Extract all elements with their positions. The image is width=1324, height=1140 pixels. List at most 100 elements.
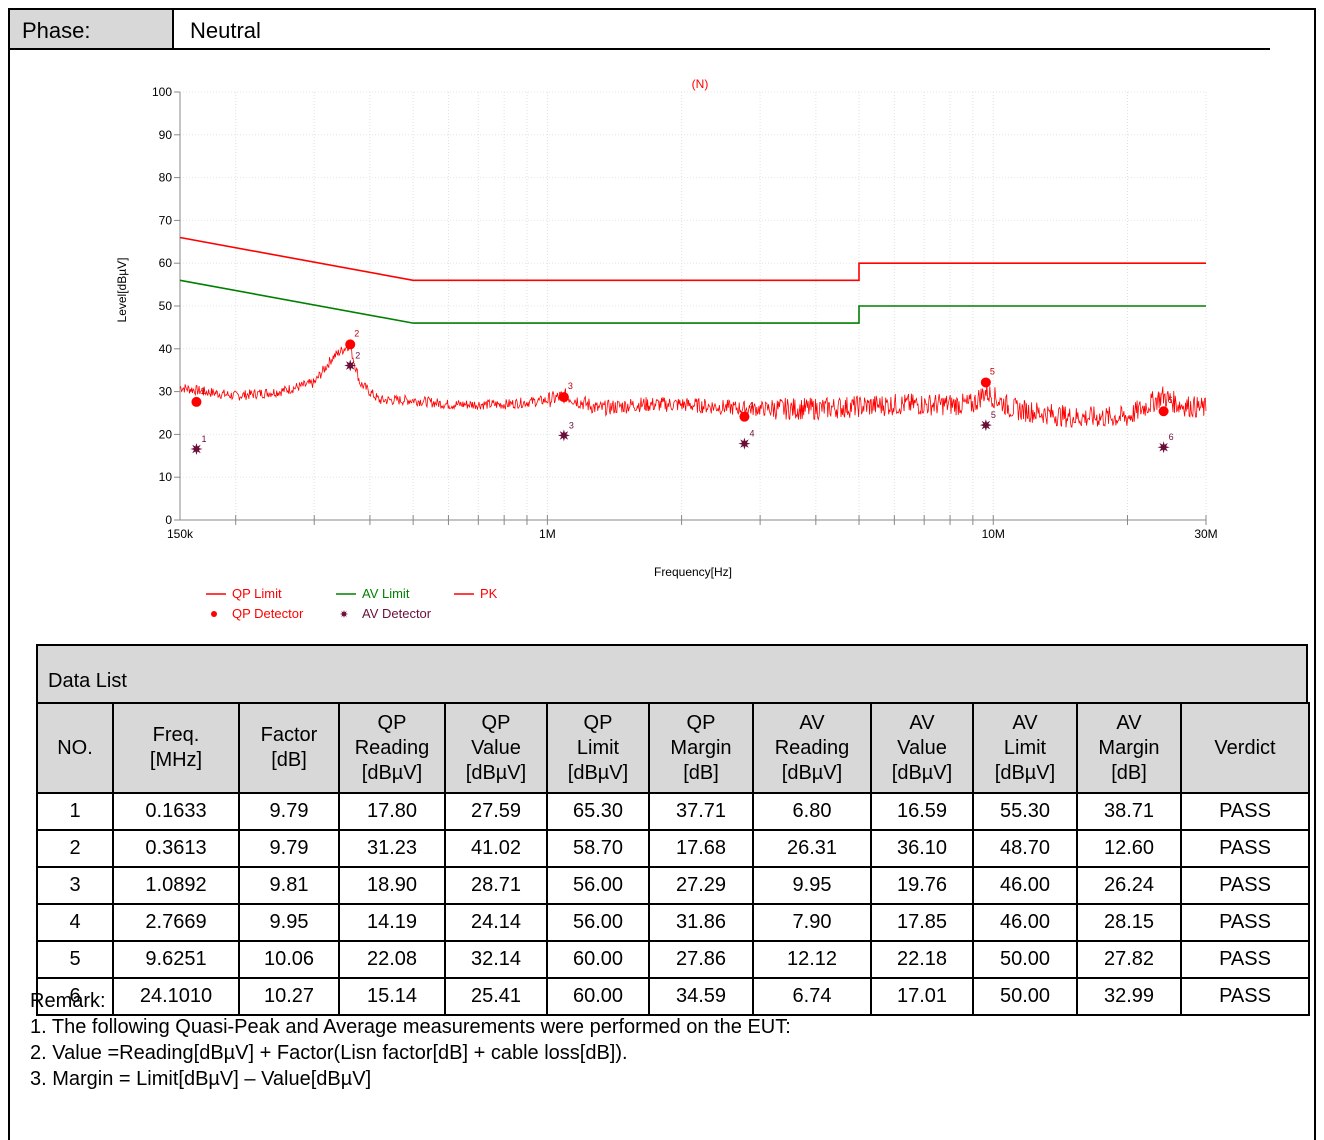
- table-cell: 12.60: [1076, 829, 1182, 868]
- table-row: 4 2.7669 9.95 14.19 24.14 56.00 31.86 7.90 17.85…: [36, 903, 1310, 942]
- legend-swatch: [340, 610, 348, 618]
- table-row: 2 0.3613 9.79 31.23 41.02 58.70 17.68 26.31 36.1…: [36, 829, 1310, 868]
- column-header: AV Margin [dB]: [1076, 702, 1182, 794]
- table-cell: 28.15: [1076, 903, 1182, 942]
- column-header-text: Reading: [774, 736, 850, 759]
- column-header-text: [dBµV]: [891, 761, 953, 784]
- pk-trace: [179, 342, 1207, 428]
- av-point-label: 4: [749, 429, 754, 439]
- y-axis-title: Level[dBµV]: [115, 258, 129, 323]
- table-cell: 17.68: [648, 829, 754, 868]
- av-detector-point: [557, 429, 570, 442]
- y-tick-label: 30: [159, 385, 173, 399]
- column-header-text: Freq.: [152, 724, 200, 746]
- column-header-text: AV: [1116, 711, 1142, 734]
- table-cell: 65.30: [546, 792, 650, 831]
- table-cell: 37.71: [648, 792, 754, 831]
- table-cell: 27.82: [1076, 940, 1182, 979]
- emission-chart: 0 10 20 30 40 50 60 70 80 90 100 150k 1M 10M 30M Freque…: [115, 77, 1218, 621]
- table-row: 3 1.0892 9.81 18.90 28.71 56.00 27.29 9.95 19.76…: [36, 866, 1310, 905]
- column-header-text: [dBµV]: [781, 761, 843, 784]
- column-header-text: AV: [799, 711, 825, 734]
- table-cell: 9.6251: [112, 940, 240, 979]
- table-cell: 9.79: [238, 792, 340, 831]
- y-tick-label: 60: [159, 256, 173, 270]
- column-header: AV Limit [dBµV]: [972, 702, 1078, 794]
- column-header: QP Reading [dBµV]: [338, 702, 446, 794]
- column-header-text: [dBµV]: [567, 761, 629, 784]
- table-row: 6 24.1010 10.27 15.14 25.41 60.00 34.59 6.74 17.…: [36, 977, 1310, 1016]
- table-cell: 48.70: [972, 829, 1078, 868]
- av-detector-point: [979, 419, 992, 432]
- data-table: NO. Freq. [MHz] Factor [dB] QP Reading [dBµV] QP…: [36, 702, 1310, 1016]
- table-cell: 31.86: [648, 903, 754, 942]
- legend-label: QP Detector: [232, 606, 304, 621]
- table-cell: 50.00: [972, 977, 1078, 1016]
- table-cell: 12.12: [752, 940, 872, 979]
- column-header: AV Reading [dBµV]: [752, 702, 872, 794]
- table-row: 1 0.1633 9.79 17.80 27.59 65.30 37.71 6.80 16.59…: [36, 792, 1310, 831]
- av-point-label: 3: [569, 420, 574, 430]
- table-cell: 24.14: [444, 903, 548, 942]
- remark-line-3: 3. Margin = Limit[dBµV] – Value[dBµV]: [30, 1068, 372, 1090]
- table-cell: PASS: [1180, 792, 1310, 831]
- table-cell: PASS: [1180, 977, 1310, 1016]
- av-limit-line: [179, 279, 1206, 324]
- remark-line-2: 2. Value =Reading[dBµV] + Factor(Lisn fa…: [30, 1042, 628, 1064]
- column-header: Factor [dB]: [238, 702, 340, 794]
- table-cell: 26.24: [1076, 866, 1182, 905]
- column-header-text: QP: [377, 711, 407, 734]
- qp-detector-point: [1158, 406, 1169, 417]
- column-header-text: QP: [686, 711, 716, 734]
- y-tick-label: 50: [159, 299, 173, 313]
- table-cell: 31.23: [338, 829, 446, 868]
- table-cell: 41.02: [444, 829, 548, 868]
- table-cell: 19.76: [870, 866, 974, 905]
- table-cell: 1.0892: [112, 866, 240, 905]
- column-header-text: Limit: [576, 736, 620, 759]
- av-point-label: 5: [991, 410, 996, 420]
- column-header-text: Value: [897, 736, 947, 759]
- x-tick-label: 10M: [982, 527, 1005, 541]
- column-header-text: [dBµV]: [994, 761, 1056, 784]
- qp-point-label: 2: [354, 328, 359, 338]
- column-header: QP Value [dBµV]: [444, 702, 548, 794]
- table-cell: 0.3613: [112, 829, 240, 868]
- column-header-text: [dB]: [1111, 761, 1147, 784]
- qp-point-label: 6: [1168, 395, 1173, 405]
- table-cell: 9.95: [752, 866, 872, 905]
- column-header-text: Factor: [260, 724, 318, 746]
- x-tick-label: 150k: [167, 527, 194, 541]
- table-row: 5 9.6251 10.06 22.08 32.14 60.00 27.86 12.12 22.…: [36, 940, 1310, 979]
- qp-detector-point: [345, 339, 356, 350]
- column-header-text: AV: [909, 711, 935, 734]
- table-cell: PASS: [1180, 940, 1310, 979]
- table-cell: 2.7669: [112, 903, 240, 942]
- remark-line-1: 1. The following Quasi-Peak and Average …: [30, 1016, 791, 1038]
- y-tick-label: 70: [159, 213, 173, 227]
- table-cell: 22.08: [338, 940, 446, 979]
- table-cell: 4: [36, 903, 114, 942]
- table-cell: 27.59: [444, 792, 548, 831]
- column-header: QP Limit [dBµV]: [546, 702, 650, 794]
- column-header-text: [dBµV]: [361, 761, 423, 784]
- table-cell: PASS: [1180, 866, 1310, 905]
- table-cell: 2: [36, 829, 114, 868]
- column-header-text: Margin: [1098, 736, 1160, 759]
- column-header: NO.: [36, 702, 114, 794]
- table-cell: 17.80: [338, 792, 446, 831]
- phase-divider-left: [10, 48, 174, 50]
- qp-detector-point: [558, 392, 569, 403]
- table-cell: 18.90: [338, 866, 446, 905]
- column-header-text: NO.: [57, 736, 93, 759]
- av-point-label: 6: [1169, 432, 1174, 442]
- qp-point-label: 1: [200, 386, 205, 396]
- x-axis-title: Frequency[Hz]: [654, 565, 732, 579]
- table-cell: 0.1633: [112, 792, 240, 831]
- table-cell: 15.14: [338, 977, 446, 1016]
- table-cell: 27.86: [648, 940, 754, 979]
- x-tick-label: 30M: [1194, 527, 1217, 541]
- av-detector-point: [738, 437, 751, 450]
- phase-divider: [174, 48, 1270, 50]
- column-header-text: [dB]: [271, 749, 307, 771]
